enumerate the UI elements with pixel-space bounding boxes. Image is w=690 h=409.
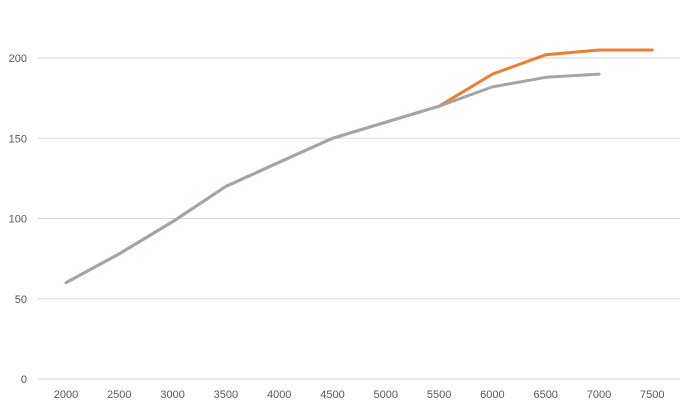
x-tick-label: 7000	[587, 389, 611, 401]
series-lines	[66, 50, 652, 283]
x-tick-label: 3000	[160, 389, 184, 401]
x-tick-label: 2000	[54, 389, 78, 401]
y-tick-label: 200	[9, 53, 27, 65]
x-axis-ticks: 2000 2500 3000 3500 4000 4500 5000 5500 6000 6500…	[54, 389, 665, 401]
x-tick-label: 4000	[267, 389, 291, 401]
x-tick-label: 4500	[320, 389, 344, 401]
y-tick-label: 100	[9, 214, 27, 226]
x-tick-label: 6000	[480, 389, 504, 401]
series-line-1	[66, 50, 652, 283]
y-tick-label: 0	[21, 374, 27, 386]
x-tick-label: 6500	[533, 389, 557, 401]
y-axis-ticks: 0 50 100 150 200	[9, 53, 27, 386]
x-tick-label: 5500	[427, 389, 451, 401]
x-tick-label: 2500	[107, 389, 131, 401]
x-tick-label: 5000	[374, 389, 398, 401]
x-tick-label: 3500	[214, 389, 238, 401]
y-tick-label: 50	[15, 294, 27, 306]
x-tick-label: 7500	[640, 389, 664, 401]
y-tick-label: 150	[9, 133, 27, 145]
grid-lines	[38, 58, 680, 379]
series-line-2	[66, 74, 599, 283]
